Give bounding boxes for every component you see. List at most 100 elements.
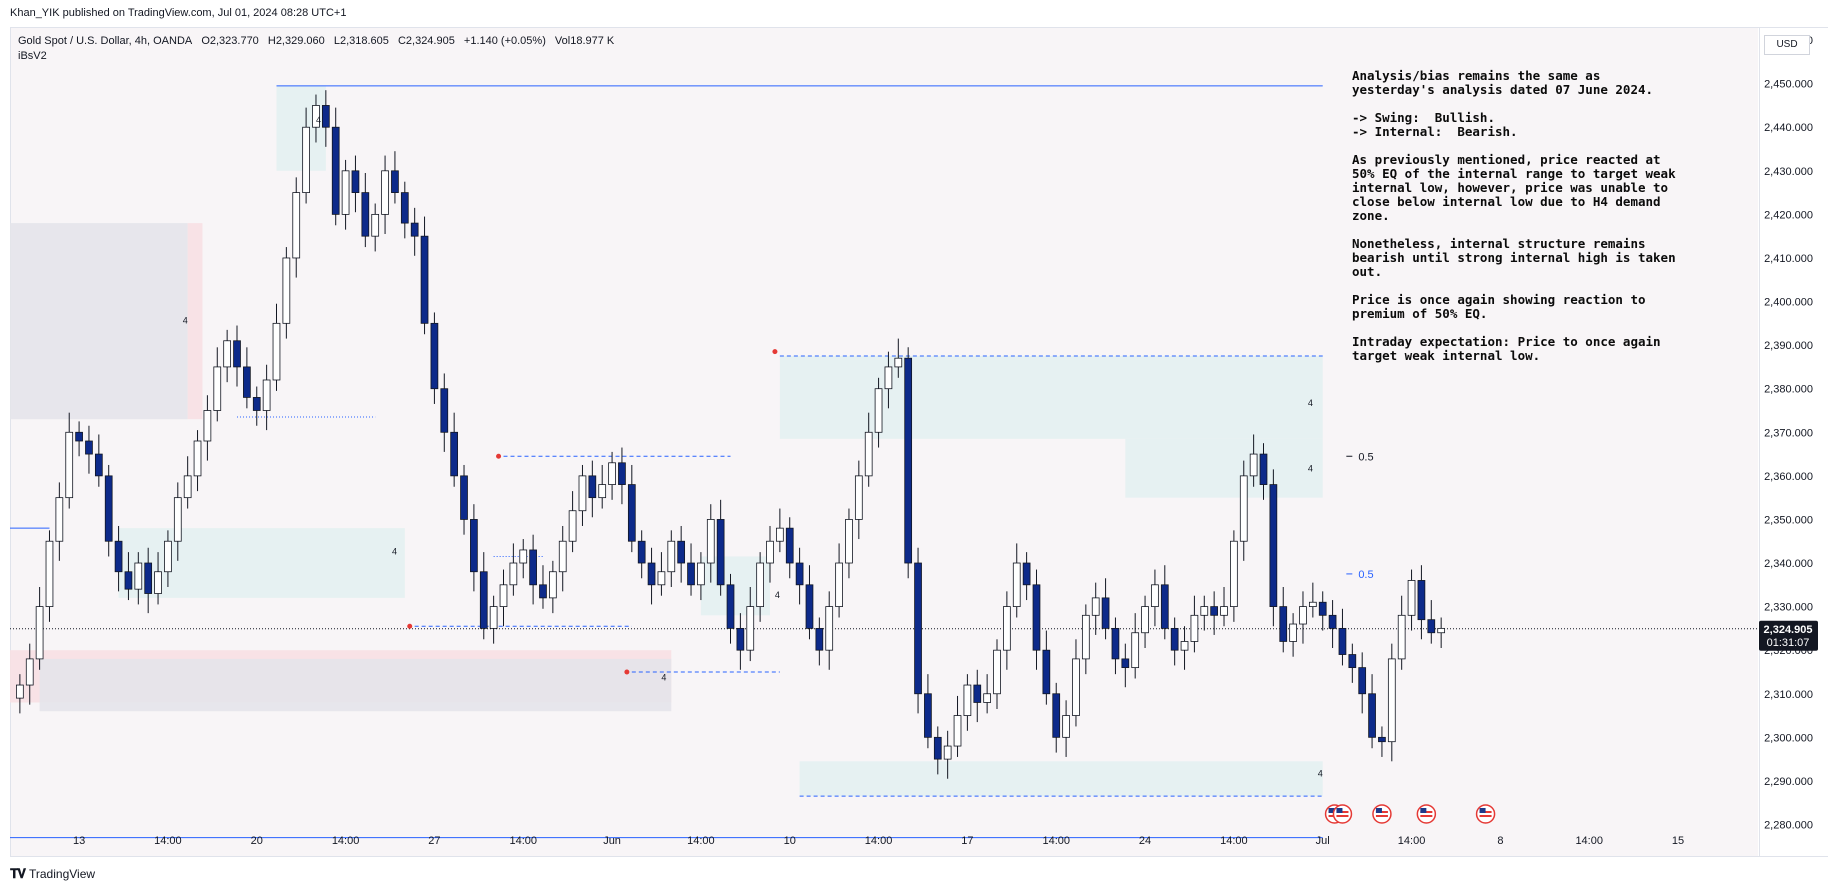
candle <box>154 552 162 605</box>
candle <box>1042 630 1051 705</box>
candle-body <box>1387 658 1396 743</box>
note-paragraph: Nonetheless, internal structure remains … <box>1352 236 1684 279</box>
legend-symbol[interactable]: Gold Spot / U.S. Dollar, 4h, OANDA <box>18 35 193 47</box>
candle-body <box>154 571 162 594</box>
price-axis[interactable] <box>1759 28 1828 856</box>
symbol-legend[interactable]: Gold Spot / U.S. Dollar, 4h, OANDA O2,32… <box>18 35 620 47</box>
footer-brand: TradingView <box>29 867 96 881</box>
candle-body <box>1348 654 1357 669</box>
indicator-label[interactable]: iBsV2 <box>18 50 47 62</box>
candle-body <box>568 510 577 542</box>
candle-body <box>657 571 666 586</box>
legend-open: O2,323.770 <box>201 35 259 47</box>
candle-body <box>756 562 764 608</box>
grey-demand-inner <box>39 658 672 712</box>
us-flag-icon <box>1479 808 1486 813</box>
candle-body <box>203 410 212 442</box>
candle-body <box>450 431 459 477</box>
candle <box>1072 639 1080 727</box>
candle-body <box>1032 584 1041 651</box>
candle <box>1091 582 1100 635</box>
candle <box>1397 595 1406 670</box>
zone-timeframe-label: 4 <box>1318 769 1323 779</box>
candle-body <box>302 126 310 194</box>
candle-body <box>104 475 113 542</box>
candle <box>736 613 745 670</box>
candle <box>529 534 537 605</box>
candle <box>1407 569 1416 631</box>
candle <box>262 364 271 431</box>
candle <box>381 155 389 234</box>
tradingview-footer[interactable]: 𝐓𝐕 TradingView <box>10 866 95 882</box>
candle-body <box>25 658 34 686</box>
candle-body <box>124 571 133 590</box>
candle-body <box>785 527 794 564</box>
time-tick-label: 14:00 <box>154 835 182 847</box>
candle-body <box>815 627 824 651</box>
candle-body <box>16 684 24 699</box>
candle <box>687 543 695 596</box>
candle <box>252 386 261 426</box>
candle <box>193 430 202 492</box>
candle-body <box>1072 658 1080 716</box>
candle-body <box>1151 584 1159 608</box>
candle-body <box>1299 606 1307 625</box>
candle <box>410 207 419 256</box>
candle-body <box>825 606 834 651</box>
candle-body <box>1141 606 1149 634</box>
economic-event-icon[interactable] <box>1332 804 1353 824</box>
time-tick-label: 14:00 <box>509 835 537 847</box>
candle <box>391 151 399 204</box>
candle-body <box>1190 614 1199 642</box>
candle-body <box>381 170 389 215</box>
candle-body <box>1417 580 1426 621</box>
candle-body <box>904 357 913 564</box>
candle <box>1160 565 1169 640</box>
candle-body <box>914 562 922 695</box>
candle-body <box>35 606 44 660</box>
candle-body <box>598 484 607 499</box>
candle-body <box>351 170 360 194</box>
candle <box>460 464 468 535</box>
candle <box>637 530 646 579</box>
candle <box>1279 586 1288 653</box>
candle <box>766 525 774 583</box>
candle-body <box>627 484 636 542</box>
candle-body <box>213 366 222 411</box>
candle-body <box>874 388 883 433</box>
candle-body <box>933 736 942 760</box>
candle-body <box>134 562 143 590</box>
time-tick-label: Jun <box>603 835 621 847</box>
price-tick-label: 2,290.000 <box>1764 776 1813 788</box>
candle <box>440 373 449 452</box>
candle <box>1348 643 1357 683</box>
candle-body <box>341 170 350 215</box>
economic-event-icon[interactable] <box>1416 804 1437 824</box>
candle <box>321 90 330 147</box>
economic-event-icon[interactable] <box>1475 804 1496 824</box>
legend-change: +1.140 (+0.05%) <box>463 35 546 47</box>
candle <box>1121 643 1130 688</box>
candle <box>1081 604 1090 675</box>
candle-body <box>1003 606 1011 651</box>
candle <box>1378 726 1386 757</box>
candle <box>864 412 873 487</box>
currency-button[interactable]: USD <box>1764 35 1810 55</box>
candle-body <box>1368 693 1376 738</box>
candle-body <box>173 497 182 542</box>
candle-body <box>1131 632 1140 669</box>
price-tick-label: 2,340.000 <box>1764 558 1813 570</box>
candle-body <box>1407 580 1416 616</box>
candle <box>588 460 597 518</box>
candle-body <box>736 627 745 651</box>
candle <box>223 329 231 383</box>
candle-body <box>578 475 587 512</box>
note-paragraph: Intraday expectation: Price to once agai… <box>1352 334 1669 363</box>
candle-body <box>440 388 449 433</box>
candle <box>835 543 843 618</box>
zone-timeframe-label: 4 <box>316 115 321 125</box>
time-tick-label: 27 <box>428 835 440 847</box>
economic-event-icon[interactable] <box>1372 804 1392 824</box>
